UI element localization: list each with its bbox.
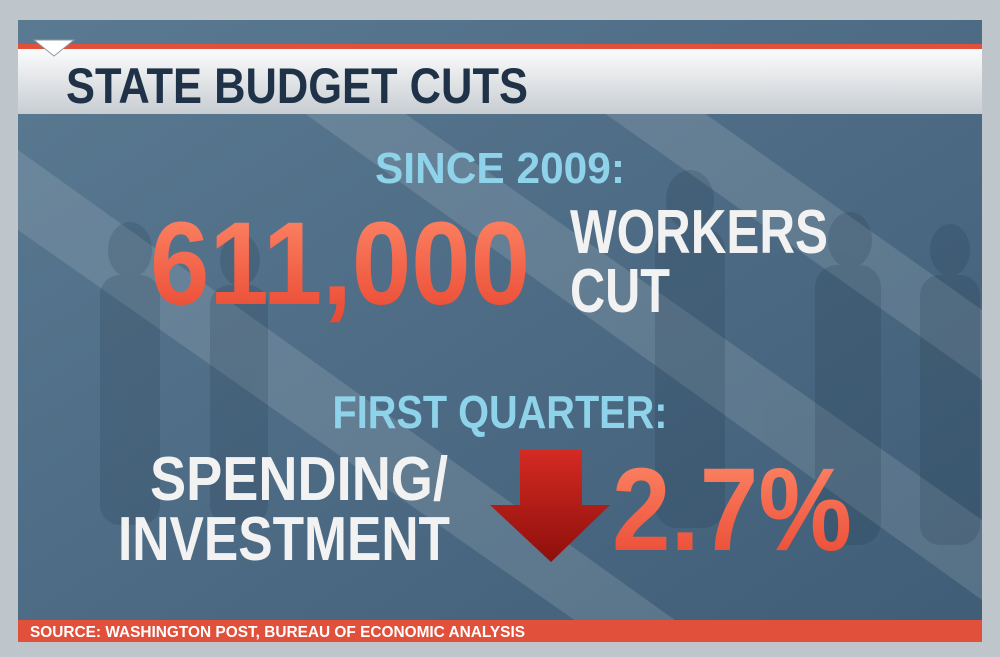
stat-label: SINCE 2009: <box>375 144 625 193</box>
stat-text: CUT <box>570 257 670 326</box>
header-title: STATE BUDGET CUTS <box>66 58 528 114</box>
source: SOURCE: WASHINGTON POST, BUREAU OF ECONO… <box>30 624 525 641</box>
stat-text: WORKERS <box>570 198 828 267</box>
header-accent <box>18 44 982 49</box>
panel <box>18 20 982 638</box>
down-arrow <box>490 450 610 562</box>
stat-text: INVESTMENT <box>118 505 450 574</box>
header-marker <box>32 39 76 57</box>
silhouettes <box>100 170 980 545</box>
footer-bar <box>18 620 982 642</box>
stat-value: 2.7% <box>612 444 852 576</box>
header-bar <box>18 44 982 114</box>
stat-value: 611,000 <box>150 198 530 330</box>
stat-label: FIRST QUARTER: <box>333 386 668 438</box>
stat-text: SPENDING/ <box>150 445 448 514</box>
